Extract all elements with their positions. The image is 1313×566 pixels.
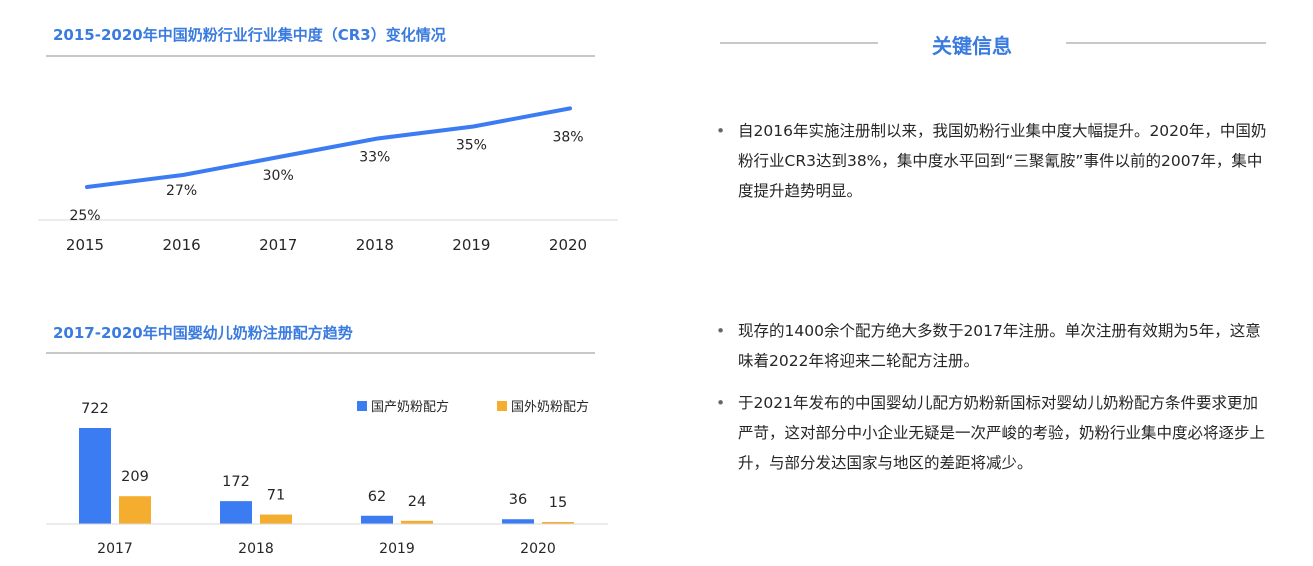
x-tick-label: 2019: [379, 541, 415, 557]
bar-国产奶粉配方: [79, 428, 111, 524]
bar-国外奶粉配方: [401, 520, 433, 524]
data-label: 30%: [263, 168, 294, 184]
bar-国产奶粉配方: [220, 501, 252, 524]
bar-value-label: 209: [121, 469, 149, 485]
data-label: 33%: [359, 150, 390, 166]
bar-value-label: 36: [509, 492, 527, 508]
title-deco-right: [1066, 42, 1266, 44]
bar-chart-title-rule: [46, 352, 595, 354]
bar-国外奶粉配方: [260, 514, 292, 524]
x-tick-label: 2018: [356, 236, 394, 254]
data-label: 27%: [166, 183, 197, 199]
legend-label: 国产奶粉配方: [371, 399, 449, 415]
x-tick-label: 2020: [520, 541, 556, 557]
data-label: 38%: [552, 129, 583, 145]
key-info-list-2: 现存的1400余个配方绝大多数于2017年注册。单次注册有效期为5年，这意味着2…: [716, 316, 1272, 490]
key-info-point: 于2021年发布的中国婴幼儿配方奶粉新国标对婴幼儿奶粉配方条件要求更加严苛，这对…: [716, 388, 1272, 478]
line-chart-title-rule: [46, 55, 595, 57]
series-line-cr3: [85, 106, 572, 189]
bar-chart: 722 209 2017 172 71 2018 62 24 2019 36 15 2020 国产奶粉配…: [46, 399, 608, 557]
x-tick-label: 2019: [452, 236, 490, 254]
bar-value-label: 71: [267, 488, 285, 504]
line-chart: 25% 27% 30% 33% 35% 38% 2015 2016 2017 2018 2019 20…: [38, 106, 618, 254]
data-label: 25%: [69, 208, 100, 224]
bar-value-label: 172: [222, 474, 250, 490]
bar-国外奶粉配方: [119, 496, 151, 524]
x-tick-label: 2015: [66, 236, 104, 254]
x-tick-label: 2018: [238, 541, 274, 557]
x-tick-label: 2017: [97, 541, 133, 557]
bar-value-label: 62: [368, 489, 386, 505]
bar-chart-title: 2017-2020年中国婴幼儿奶粉注册配方趋势: [53, 324, 353, 342]
bar-value-label: 24: [408, 494, 426, 510]
bar-value-label: 722: [81, 401, 109, 417]
x-tick-label: 2020: [549, 236, 587, 254]
key-info-point: 现存的1400余个配方绝大多数于2017年注册。单次注册有效期为5年，这意味着2…: [716, 316, 1272, 376]
x-tick-label: 2016: [163, 236, 201, 254]
line-chart-title: 2015-2020年中国奶粉行业行业集中度（CR3）变化情况: [53, 26, 446, 44]
bar-value-label: 15: [549, 495, 567, 511]
bar-国外奶粉配方: [542, 522, 574, 524]
legend-swatch: [497, 401, 507, 411]
x-tick-label: 2017: [259, 236, 297, 254]
bar-国产奶粉配方: [502, 519, 534, 524]
key-info-point: 自2016年实施注册制以来，我国奶粉行业集中度大幅提升。2020年，中国奶粉行业…: [716, 116, 1272, 206]
legend-swatch: [357, 401, 367, 411]
title-deco-left: [720, 42, 878, 44]
key-info-list-1: 自2016年实施注册制以来，我国奶粉行业集中度大幅提升。2020年，中国奶粉行业…: [716, 116, 1272, 218]
legend-label: 国外奶粉配方: [511, 399, 589, 415]
data-label: 35%: [456, 138, 487, 154]
key-info-title: 关键信息: [932, 34, 1012, 58]
bar-国产奶粉配方: [361, 515, 393, 524]
